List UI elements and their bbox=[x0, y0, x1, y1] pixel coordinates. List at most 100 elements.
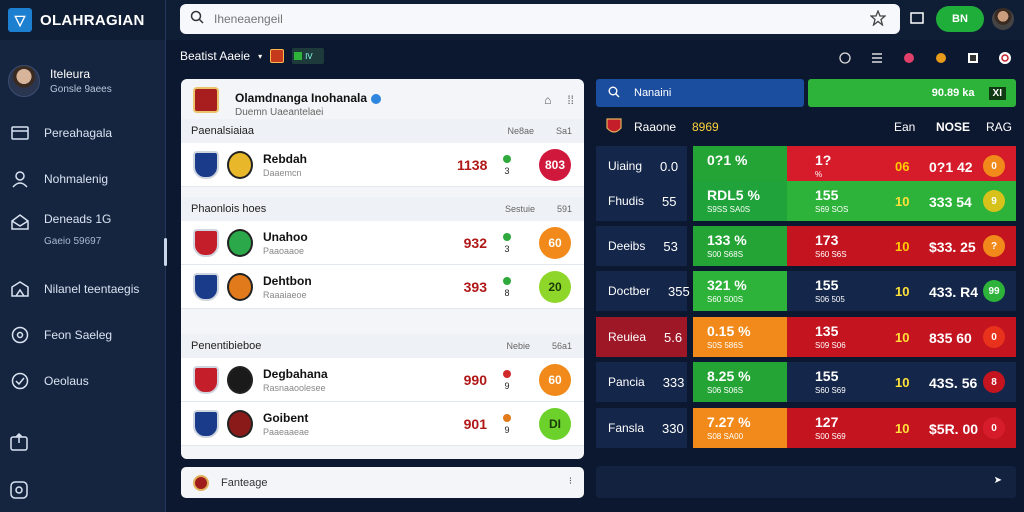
list-icon[interactable] bbox=[870, 51, 884, 65]
chevron-icon[interactable]: ⁝ bbox=[568, 476, 572, 487]
status-dot-icon bbox=[503, 370, 511, 378]
sidebar-scrollbar[interactable] bbox=[164, 238, 167, 266]
search-input[interactable] bbox=[214, 12, 854, 26]
shield-icon bbox=[270, 49, 285, 63]
odds-row[interactable]: Doctber 355 321 % S60 S00S 155 S06 505 1… bbox=[596, 271, 1016, 311]
right-search-label: Nanaini bbox=[634, 87, 672, 99]
sidebar-item-1[interactable]: Pereahagala bbox=[0, 110, 165, 156]
sidebar-item-6[interactable]: Oeolaus bbox=[0, 358, 165, 404]
match-row[interactable]: Goibent Paaeaaeae 901 9 DI bbox=[181, 402, 584, 446]
home-odds-cell[interactable]: RDL5 % S9SS SA0S bbox=[693, 181, 787, 221]
sidebar-item-4[interactable]: Nilanel teentaegis bbox=[0, 266, 165, 312]
away-odds-cell[interactable]: 173 S60 S6S 10 $33. 25 ? bbox=[787, 226, 1016, 266]
odds-count: 10 bbox=[895, 284, 910, 299]
brand[interactable]: ▽ OLAHRAGIAN bbox=[0, 0, 165, 40]
rating-badge[interactable]: 803 bbox=[539, 149, 571, 181]
odds-pill[interactable]: 8 bbox=[983, 371, 1005, 393]
odds-row[interactable]: Uiaing 0.0 0?1 % 1? % 06 0?1 42 0 bbox=[596, 146, 1016, 186]
odds-pill[interactable]: 0 bbox=[983, 326, 1005, 348]
away-odds-cell[interactable]: 1? % 06 0?1 42 0 bbox=[787, 146, 1016, 186]
filter-chip[interactable]: IV bbox=[292, 48, 325, 64]
user-avatar[interactable] bbox=[992, 8, 1014, 30]
right-footer: ➤ bbox=[596, 466, 1016, 498]
arrow-icon[interactable]: ➤ bbox=[993, 475, 1002, 486]
window-icon[interactable] bbox=[910, 11, 924, 30]
col-val: 8969 bbox=[692, 120, 719, 134]
match-row[interactable]: Dehtbon Raaaiaeoe 393 8 20 bbox=[181, 265, 584, 309]
odds-row[interactable]: Deeibs 53 133 % S00 S68S 173 S60 S6S 10 … bbox=[596, 226, 1016, 266]
team-name: Rebdah bbox=[263, 152, 308, 166]
profile[interactable]: Iteleura Gonsle 9aees bbox=[0, 40, 165, 110]
rating-badge[interactable]: DI bbox=[539, 408, 571, 440]
home-odds-cell[interactable]: 321 % S60 S00S bbox=[693, 271, 787, 311]
home-odds-cell[interactable]: 133 % S00 S68S bbox=[693, 226, 787, 266]
odds-header[interactable]: 90.89 ka XI bbox=[808, 79, 1016, 107]
match-row[interactable]: Unahoo Paaoaaoe 932 3 60 bbox=[181, 221, 584, 265]
odds-pill[interactable]: 0 bbox=[983, 417, 1005, 439]
grid-icon[interactable]: ⁞⁞ bbox=[567, 93, 574, 107]
home-odds-cell[interactable]: 8.25 % S06 S06S bbox=[693, 362, 787, 402]
away-odds-cell[interactable]: 155 S69 SOS 10 333 54 9 bbox=[787, 181, 1016, 221]
odds-value: $33. 25 bbox=[929, 239, 976, 255]
avatar[interactable] bbox=[8, 65, 40, 97]
rating-badge[interactable]: 20 bbox=[539, 271, 571, 303]
match-row[interactable]: Rebdah Daaemcn 1138 3 803 bbox=[181, 143, 584, 187]
section-title[interactable]: Beatist Aaeie bbox=[180, 49, 251, 63]
export-icon[interactable] bbox=[10, 418, 28, 466]
account-button[interactable]: BN bbox=[936, 6, 984, 32]
home-odds-cell[interactable]: 7.27 % S08 SA00 bbox=[693, 408, 787, 448]
match-row[interactable]: Degbahana Rasnaaoolesee 990 9 60 bbox=[181, 358, 584, 402]
match-group: Phaonlois hoes Sestuie 591 Unahoo Paaoaa… bbox=[181, 197, 584, 309]
search-icon bbox=[608, 86, 620, 101]
team-name: Degbahana bbox=[263, 367, 328, 381]
col-header: Sa1 bbox=[555, 126, 572, 136]
home-icon[interactable]: ⌂ bbox=[544, 93, 552, 107]
user-icon bbox=[10, 169, 30, 189]
power-icon[interactable] bbox=[998, 51, 1012, 65]
group-label: Paenalsiaiaa Ne8ae Sa1 bbox=[181, 119, 584, 143]
away-odds-cell[interactable]: 135 S09 S06 10 835 60 0 bbox=[787, 317, 1016, 357]
right-search[interactable]: Nanaini bbox=[596, 79, 804, 107]
col-header: Sestuie bbox=[504, 204, 535, 214]
odds-row[interactable]: Pancia 333 8.25 % S06 S06S 155 S60 S69 1… bbox=[596, 362, 1016, 402]
image-icon[interactable] bbox=[966, 51, 980, 65]
odds-row[interactable]: Fhudis 55 RDL5 % S9SS SA0S 155 S69 SOS 1… bbox=[596, 181, 1016, 221]
sidebar-item-5[interactable]: Feon Saeleg bbox=[0, 312, 165, 358]
card-footer[interactable]: Fanteage ⁝ bbox=[181, 467, 584, 498]
away-odds-cell[interactable]: 155 S06 505 10 433. R4 99 bbox=[787, 271, 1016, 311]
sidebar-item-3[interactable]: Deneads 1G Gaeio 59697 bbox=[0, 202, 165, 256]
sidebar-item-2[interactable]: Nohmalenig bbox=[0, 156, 165, 202]
sidebar-item-label: Nohmalenig bbox=[44, 172, 109, 186]
odds-pill[interactable]: ? bbox=[983, 235, 1005, 257]
odds-pill[interactable]: 9 bbox=[983, 190, 1005, 212]
odds-pill[interactable]: 0 bbox=[983, 155, 1005, 177]
league-logo-icon bbox=[193, 87, 219, 113]
away-odds-cell[interactable]: 155 S60 S69 10 43S. 56 8 bbox=[787, 362, 1016, 402]
team-sub: Raaaiaeoe bbox=[263, 290, 307, 300]
sidebar-item-label: Oeolaus bbox=[44, 374, 89, 388]
match-score: 1138 bbox=[457, 157, 488, 173]
rating-badge[interactable]: 60 bbox=[539, 227, 571, 259]
team-sub: Daaemcn bbox=[263, 168, 302, 178]
match-score: 393 bbox=[463, 279, 487, 295]
odds-row[interactable]: Reuiea 5.6 0.15 % S0S 586S 135 S09 S06 1… bbox=[596, 317, 1016, 357]
home-odds-cell[interactable]: 0?1 % bbox=[693, 146, 787, 186]
chevron-down-icon[interactable]: ▾ bbox=[258, 51, 263, 61]
star-icon[interactable] bbox=[869, 9, 887, 31]
help-icon[interactable] bbox=[10, 466, 28, 512]
help-circle-icon[interactable] bbox=[838, 51, 852, 65]
flag-icon[interactable] bbox=[902, 51, 916, 65]
app-logo-icon: ▽ bbox=[8, 8, 32, 32]
refresh-icon bbox=[10, 371, 30, 391]
odds-count: 10 bbox=[895, 375, 910, 390]
team-name: Dehtbon bbox=[263, 274, 312, 288]
odds-row[interactable]: Fansla 330 7.27 % S08 SA00 127 S00 S69 1… bbox=[596, 408, 1016, 448]
rating-badge[interactable]: 60 bbox=[539, 364, 571, 396]
away-team-crest-icon bbox=[227, 151, 253, 179]
odds-pill[interactable]: 99 bbox=[983, 280, 1005, 302]
home-odds-cell[interactable]: 0.15 % S0S 586S bbox=[693, 317, 787, 357]
sidebar-item-label: Nilanel teentaegis bbox=[44, 282, 140, 296]
sidebar: ▽ OLAHRAGIAN Iteleura Gonsle 9aees Perea… bbox=[0, 0, 167, 512]
away-odds-cell[interactable]: 127 S00 S69 10 $5R. 00 0 bbox=[787, 408, 1016, 448]
badge-icon[interactable] bbox=[934, 51, 948, 65]
